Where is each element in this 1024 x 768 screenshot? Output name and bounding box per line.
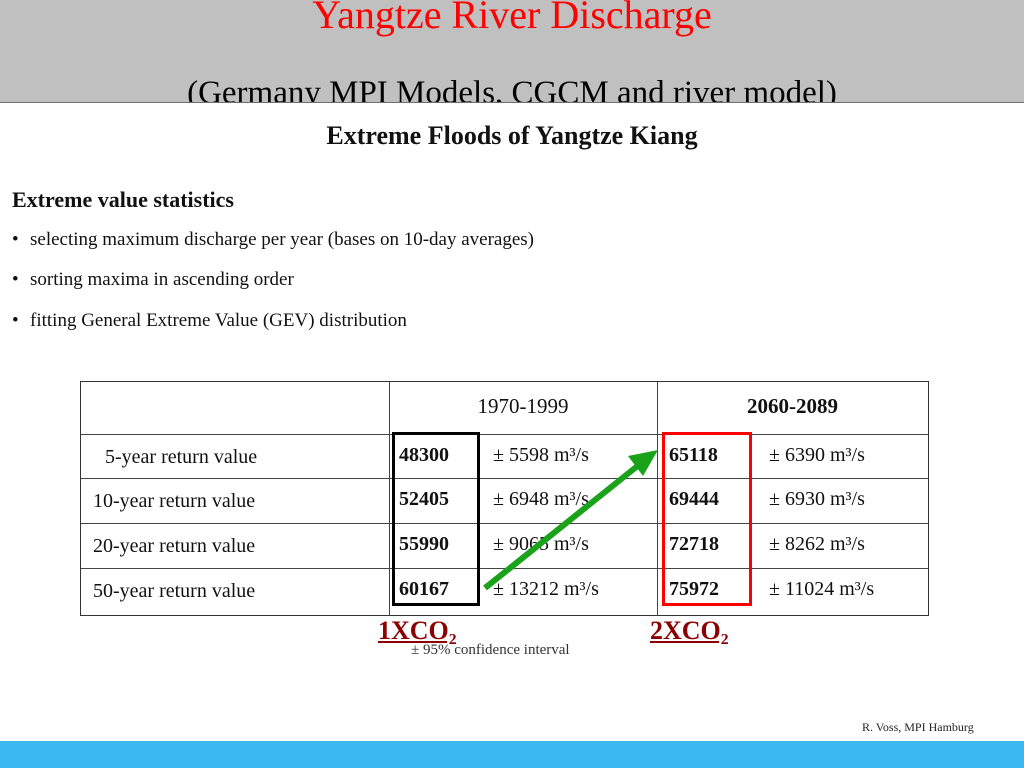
value-1970: 55990: [399, 533, 449, 555]
bullet-text: fitting General Extreme Value (GEV) dist…: [30, 310, 407, 331]
return-value-table: 1970-1999 2060-2089 5-year return value …: [80, 381, 929, 616]
ci-2060: ± 11024 m³/s: [769, 578, 875, 600]
slide-subtitle: (Germany MPI Models, CGCM and river mode…: [187, 75, 837, 103]
table-divider: [81, 568, 928, 569]
row-label: 5-year return value: [105, 446, 258, 468]
confidence-note: ± 95% confidence interval: [411, 642, 570, 658]
highlight-box-1xco2: [392, 432, 480, 606]
value-2060: 69444: [669, 488, 719, 510]
bullet-item: • selecting maximum discharge per year (b…: [12, 229, 534, 251]
slide-title: Yangtze River Discharge: [312, 0, 712, 37]
value-2060: 75972: [669, 578, 719, 600]
ci-1970: ± 6948 m³/s: [493, 488, 589, 510]
table-divider: [81, 523, 928, 524]
table-divider: [81, 434, 928, 435]
arrow-shaft: [483, 461, 642, 591]
row-label: 20-year return value: [93, 535, 256, 557]
table-divider: [389, 382, 390, 615]
value-2060: 72718: [669, 533, 719, 555]
bullet-mark: •: [12, 229, 19, 250]
credit-text: R. Voss, MPI Hamburg: [862, 720, 974, 734]
document-title: Extreme Floods of Yangtze Kiang: [326, 121, 698, 150]
value-1970: 60167: [399, 578, 449, 600]
label-1xco2: 1XCO₂: [378, 616, 457, 645]
bullet-mark: •: [12, 310, 19, 331]
ci-2060: ± 6930 m³/s: [769, 488, 865, 510]
value-2060: 65118: [669, 444, 718, 466]
highlight-box-2xco2: [662, 432, 752, 606]
table-divider: [657, 382, 658, 615]
bullet-text: sorting maxima in ascending order: [30, 269, 294, 290]
value-1970: 52405: [399, 488, 449, 510]
ci-2060: ± 6390 m³/s: [769, 444, 865, 466]
bullet-mark: •: [12, 269, 19, 290]
slide-header: Yangtze River Discharge (Germany MPI Mod…: [0, 0, 1024, 103]
table-divider: [81, 478, 928, 479]
bullet-item: • fitting General Extreme Value (GEV) dis…: [12, 310, 407, 332]
period-header: 2060-2089: [747, 394, 838, 418]
value-1970: 48300: [399, 444, 449, 466]
ci-1970: ± 13212 m³/s: [493, 578, 599, 600]
ci-2060: ± 8262 m³/s: [769, 533, 865, 555]
arrow-head: [628, 450, 658, 476]
period-header: 1970-1999: [477, 394, 569, 418]
bullet-text: selecting maximum discharge per year (ba…: [30, 229, 535, 250]
slide-body: Extreme Floods of Yangtze Kiang Extreme …: [0, 103, 1024, 741]
section-heading: Extreme value statistics: [12, 187, 234, 212]
bullet-item: • sorting maxima in ascending order: [12, 269, 294, 291]
ci-1970: ± 5598 m³/s: [493, 444, 589, 466]
row-label: 10-year return value: [93, 490, 256, 512]
label-2xco2: 2XCO₂: [650, 616, 729, 645]
row-label: 50-year return value: [93, 580, 256, 602]
